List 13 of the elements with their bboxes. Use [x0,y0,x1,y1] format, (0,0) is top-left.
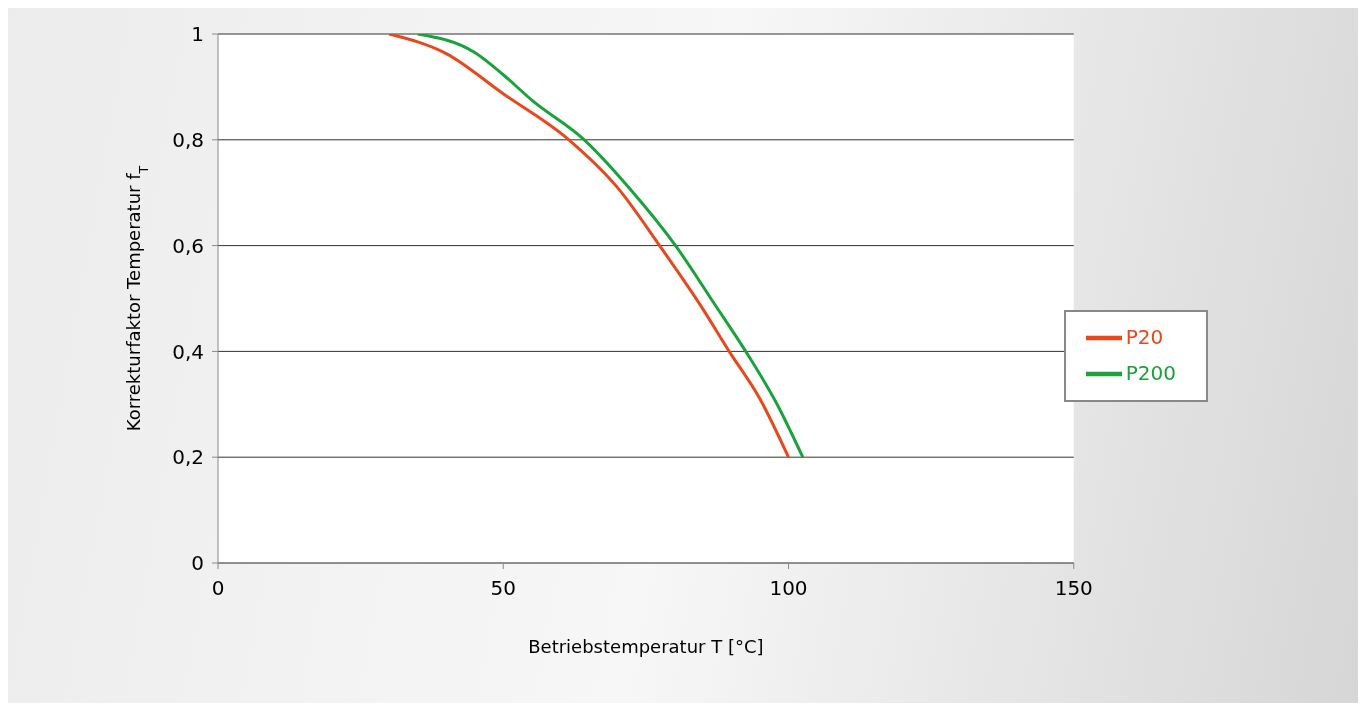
y-tick-label: 0 [191,551,204,576]
legend-label: P20 [1125,324,1164,348]
y-tick-label: 0,4 [172,339,204,364]
legend-label: P200 [1125,360,1176,384]
y-tick-label: 0,6 [172,233,204,258]
y-tick-label: 0,8 [172,127,204,152]
x-tick-label: 0 [211,576,225,601]
x-tick-label: 150 [1054,576,1093,601]
y-tick-label: 0,2 [172,445,204,470]
y-tick-label: 1 [191,22,204,47]
x-tick-label: 50 [490,576,516,601]
x-tick-label: 100 [769,576,808,601]
x-axis-title: Betriebstemperatur T [°C] [528,636,764,657]
